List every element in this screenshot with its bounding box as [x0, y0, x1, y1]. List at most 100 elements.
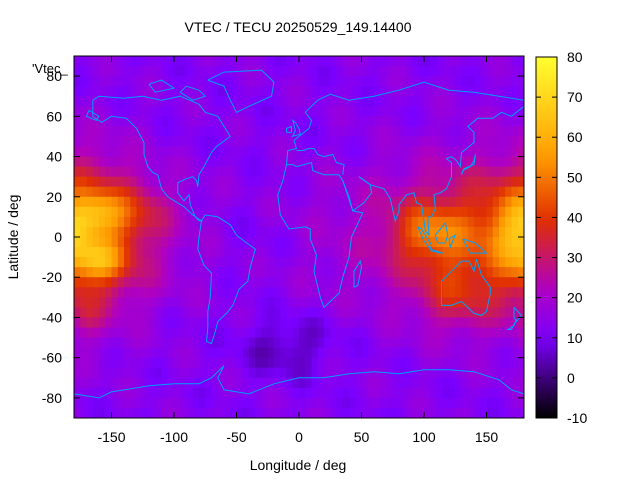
heatmap-cell: [155, 146, 163, 158]
colorbar-tick-label: 50: [567, 169, 583, 185]
heatmap-cell: [186, 176, 194, 188]
heatmap-cell: [155, 216, 163, 228]
heatmap-cell: [149, 136, 156, 148]
heatmap-cell: [430, 307, 438, 319]
heatmap-cell: [455, 196, 463, 208]
heatmap-cell: [311, 116, 319, 127]
heatmap-cell: [124, 146, 131, 158]
heatmap-cell: [155, 176, 163, 188]
heatmap-cell: [380, 146, 388, 158]
heatmap-cell: [324, 136, 331, 148]
heatmap-cell: [205, 297, 213, 308]
heatmap-cell: [474, 327, 481, 339]
heatmap-cell: [242, 247, 250, 258]
heatmap-cell: [442, 237, 450, 248]
heatmap-cell: [130, 237, 138, 248]
heatmap-cell: [130, 116, 138, 127]
heatmap-cell: [124, 287, 131, 298]
heatmap-cell: [311, 407, 319, 418]
heatmap-cell: [149, 206, 156, 218]
heatmap-cell: [105, 116, 113, 127]
heatmap-cell: [292, 86, 300, 97]
heatmap-cell: [517, 297, 524, 308]
heatmap-cell: [317, 357, 325, 369]
heatmap-cell: [342, 307, 350, 319]
heatmap-cell: [249, 377, 256, 389]
heatmap-cell: [386, 146, 394, 158]
heatmap-cell: [74, 176, 81, 188]
heatmap-cell: [161, 226, 169, 238]
heatmap-cell: [417, 357, 425, 369]
heatmap-cell: [299, 136, 306, 148]
heatmap-cell: [505, 347, 513, 359]
heatmap-cell: [467, 106, 475, 117]
heatmap-cell: [180, 267, 188, 278]
heatmap-cell: [455, 116, 463, 127]
heatmap-cell: [299, 156, 306, 168]
heatmap-cell: [111, 186, 119, 198]
heatmap-cell: [280, 216, 288, 228]
heatmap-cell: [174, 407, 181, 418]
heatmap-cell: [130, 257, 138, 268]
heatmap-cell: [355, 196, 363, 208]
heatmap-cell: [380, 247, 388, 258]
heatmap-cell: [192, 116, 200, 127]
heatmap-cell: [199, 247, 206, 258]
heatmap-cell: [467, 76, 475, 87]
heatmap-cell: [492, 307, 500, 319]
heatmap-cell: [74, 56, 81, 67]
heatmap-cell: [86, 287, 94, 298]
heatmap-cell: [149, 267, 156, 278]
heatmap-cell: [342, 66, 350, 77]
heatmap-cell: [286, 347, 294, 359]
heatmap-cell: [361, 337, 369, 349]
heatmap-cell: [217, 96, 225, 107]
heatmap-cell: [149, 307, 156, 319]
heatmap-cell: [317, 66, 325, 77]
heatmap-cell: [261, 56, 269, 67]
heatmap-cell: [311, 146, 319, 158]
heatmap-cell: [492, 66, 500, 77]
heatmap-cell: [342, 267, 350, 278]
heatmap-cell: [255, 216, 263, 228]
heatmap-cell: [167, 196, 175, 208]
heatmap-cell: [142, 337, 150, 349]
heatmap-cell: [324, 337, 331, 349]
heatmap-cell: [80, 196, 88, 208]
heatmap-cell: [417, 397, 425, 409]
heatmap-cell: [117, 56, 125, 67]
heatmap-cell: [74, 156, 81, 168]
heatmap-cell: [411, 106, 419, 117]
heatmap-cell: [467, 387, 475, 399]
heatmap-cell: [130, 277, 138, 288]
heatmap-cell: [467, 317, 475, 329]
coastline: [296, 148, 345, 175]
heatmap-cell: [299, 347, 306, 359]
heatmap-cell: [167, 216, 175, 228]
heatmap-cell: [136, 126, 144, 138]
heatmap-cell: [386, 96, 394, 107]
heatmap-cell: [386, 407, 394, 418]
heatmap-cell: [261, 136, 269, 148]
heatmap-cell: [205, 397, 213, 409]
heatmap-cell: [86, 146, 94, 158]
heatmap-cell: [136, 277, 144, 288]
heatmap-cell: [249, 317, 256, 329]
heatmap-cell: [474, 116, 481, 127]
heatmap-cell: [467, 307, 475, 319]
heatmap-cell: [417, 206, 425, 218]
heatmap-cell: [80, 317, 88, 329]
heatmap-cell: [261, 66, 269, 77]
heatmap-cell: [324, 407, 331, 418]
heatmap-cell: [499, 216, 506, 228]
heatmap-cell: [80, 146, 88, 158]
heatmap-cell: [317, 206, 325, 218]
heatmap-cell: [211, 226, 219, 238]
heatmap-cell: [130, 76, 138, 87]
heatmap-cell: [205, 317, 213, 329]
heatmap-cell: [349, 196, 356, 208]
heatmap-cell: [261, 297, 269, 308]
heatmap-cell: [399, 106, 406, 117]
heatmap-cell: [317, 106, 325, 117]
heatmap-cell: [411, 397, 419, 409]
